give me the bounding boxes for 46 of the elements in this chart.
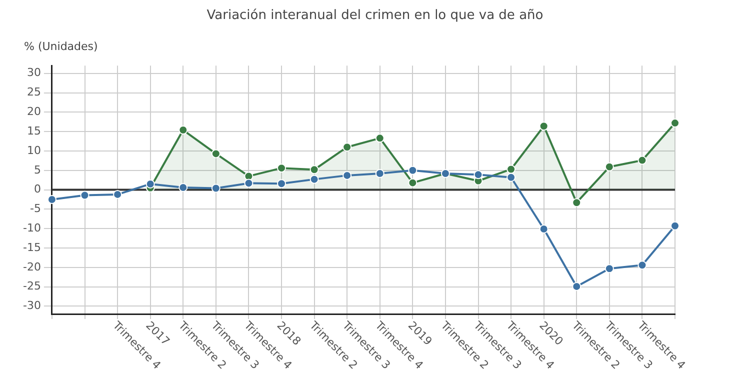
point [310, 174, 319, 184]
y-tick-label: -15 [23, 240, 41, 254]
point [408, 166, 418, 175]
point [506, 164, 516, 174]
point [670, 221, 680, 230]
y-axis-title: % (Unidades) [24, 40, 98, 53]
point [375, 169, 384, 178]
point [342, 170, 352, 180]
point [178, 126, 188, 135]
point [277, 164, 286, 173]
point [408, 178, 418, 188]
point [604, 264, 614, 274]
y-tick-label: 5 [34, 163, 41, 176]
point [572, 282, 582, 291]
point [670, 118, 680, 128]
point [638, 156, 647, 165]
y-tick-label: 10 [26, 144, 41, 157]
y-tick-label: 15 [26, 124, 41, 138]
point [211, 184, 220, 193]
y-tick-label: 20 [26, 105, 41, 118]
y-tick-label: 30 [26, 66, 41, 80]
point [113, 190, 122, 199]
point [474, 170, 483, 180]
y-tick-label: 25 [26, 86, 41, 99]
point [539, 224, 548, 234]
y-tick-label: 0 [34, 182, 41, 196]
point [539, 122, 548, 131]
y-tick-label: -30 [23, 299, 41, 312]
y-tick-label: -5 [30, 202, 41, 216]
point [244, 178, 254, 188]
point [506, 172, 516, 182]
point [604, 162, 614, 172]
point [310, 165, 319, 174]
point [146, 179, 155, 188]
chart-title: Variación interanual del crimen en lo que va de año [206, 8, 544, 23]
point [572, 198, 582, 208]
y-tick-label: -25 [23, 280, 41, 293]
point [211, 149, 220, 158]
point [342, 142, 352, 152]
point [80, 190, 90, 200]
point [638, 260, 647, 270]
point [178, 182, 188, 192]
point [277, 179, 286, 188]
y-tick-label: -10 [23, 221, 41, 234]
y-tick-label: -20 [23, 260, 41, 274]
point [375, 134, 384, 143]
